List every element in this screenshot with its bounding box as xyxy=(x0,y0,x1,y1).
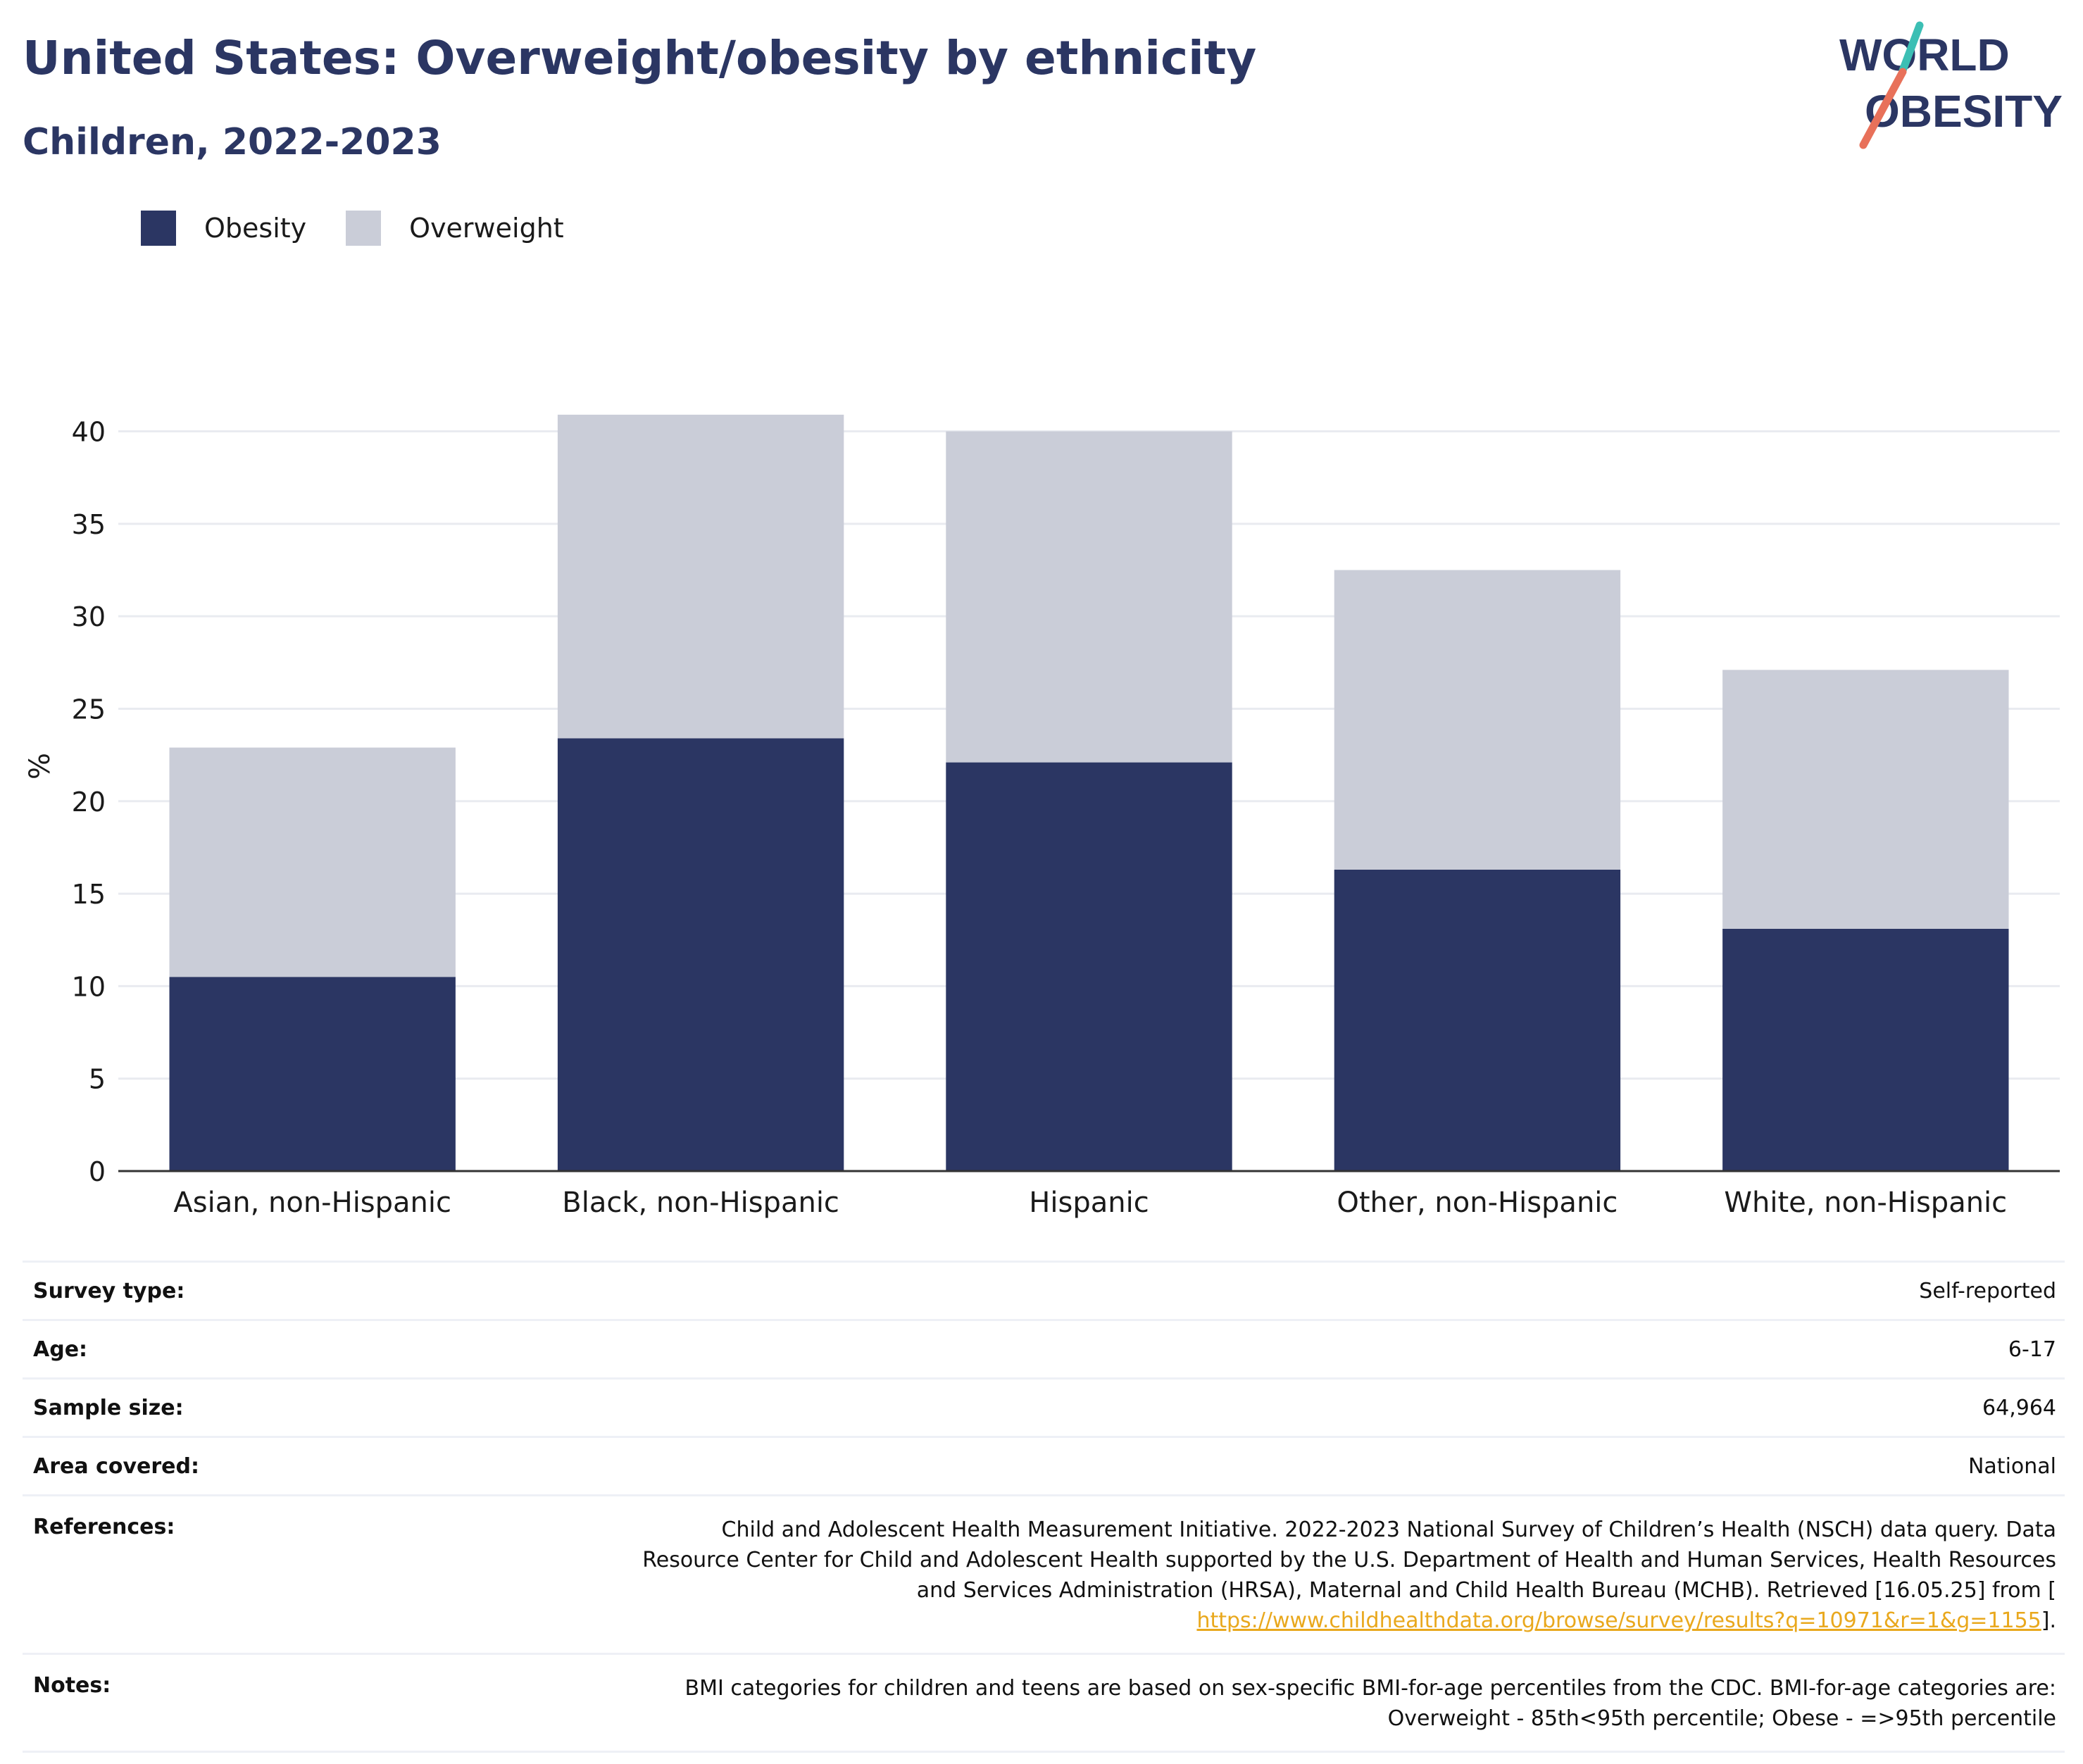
references-line-3: and Services Administration (HRSA), Mate… xyxy=(916,1578,2056,1603)
x-tick-label-1: Black, non-Hispanic xyxy=(562,1187,839,1219)
bar-obesity-4[interactable] xyxy=(1722,928,2009,1171)
bars xyxy=(169,414,2009,1171)
x-tick-label-0: Asian, non-Hispanic xyxy=(173,1187,451,1219)
y-tick-label-35: 35 xyxy=(72,509,106,540)
chart-title: United States: Overweight/obesity by eth… xyxy=(23,31,1257,85)
info-row-notes: Notes: BMI categories for children and t… xyxy=(23,1655,2065,1753)
notes-label: Notes: xyxy=(33,1673,111,1698)
y-tick-label-30: 30 xyxy=(72,601,106,632)
legend-label-overweight: Overweight xyxy=(409,213,564,244)
area-covered-label: Area covered: xyxy=(33,1454,199,1479)
y-tick-label-10: 10 xyxy=(72,971,106,1002)
sample-size-label: Sample size: xyxy=(33,1396,184,1420)
y-tick-label-0: 0 xyxy=(89,1156,106,1187)
legend-item-obesity[interactable]: Obesity xyxy=(141,211,306,246)
sample-size-value: 64,964 xyxy=(1982,1396,2056,1420)
x-tick-label-2: Hispanic xyxy=(1029,1187,1149,1219)
references-label: References: xyxy=(33,1515,175,1539)
references-link[interactable]: https://www.childhealthdata.org/browse/s… xyxy=(1196,1608,2041,1633)
logo-slash-bottom xyxy=(1859,68,1907,149)
bar-obesity-0[interactable] xyxy=(169,977,456,1171)
info-row-area-covered: Area covered: National xyxy=(23,1438,2065,1496)
bar-obesity-2[interactable] xyxy=(946,762,1232,1171)
legend-swatch-obesity xyxy=(141,211,176,246)
chart-subtitle: Children, 2022-2023 xyxy=(23,121,442,163)
logo-text-world: WORLD xyxy=(1839,30,2010,80)
y-tick-label-25: 25 xyxy=(72,694,106,725)
info-row-sample-size: Sample size: 64,964 xyxy=(23,1380,2065,1438)
references-link-suffix: ]. xyxy=(2041,1608,2056,1633)
x-tick-label-4: White, non-Hispanic xyxy=(1724,1187,2007,1219)
age-value: 6-17 xyxy=(2008,1337,2056,1362)
stacked-bar-chart: 0 5 10 15 20 25 30 35 40 Asian, non-Hispanic Black… xyxy=(24,414,2060,1219)
notes-line-1: BMI categories for children and teens ar… xyxy=(684,1676,2056,1701)
bar-obesity-1[interactable] xyxy=(557,738,844,1171)
chart-legend: Obesity Overweight xyxy=(141,210,603,246)
survey-type-value: Self-reported xyxy=(1919,1279,2056,1303)
bar-overweight-0[interactable] xyxy=(169,747,456,977)
references-value: Child and Adolescent Health Measurement … xyxy=(642,1515,2056,1636)
x-tick-label-3: Other, non-Hispanic xyxy=(1337,1187,1618,1219)
notes-value: BMI categories for children and teens ar… xyxy=(685,1673,2056,1734)
bar-overweight-2[interactable] xyxy=(946,431,1232,763)
y-tick-label-15: 15 xyxy=(72,879,106,910)
info-row-age: Age: 6-17 xyxy=(23,1321,2065,1380)
area-covered-value: National xyxy=(1968,1454,2056,1479)
age-label: Age: xyxy=(33,1337,88,1362)
references-line-4: https://www.childhealthdata.org/browse/s… xyxy=(642,1606,2056,1636)
survey-info-table: Survey type: Self-reported Age: 6-17 Sam… xyxy=(23,1261,2065,1753)
world-obesity-logo[interactable]: WORLD OBESITY xyxy=(1831,21,2070,155)
notes-line-2: Overweight - 85th<95th percentile; Obese… xyxy=(1387,1706,2056,1731)
bar-overweight-3[interactable] xyxy=(1334,570,1621,870)
legend-label-obesity: Obesity xyxy=(204,213,307,244)
y-tick-label-40: 40 xyxy=(72,417,106,448)
logo-slash-top xyxy=(1899,21,1924,75)
y-tick-label-5: 5 xyxy=(89,1064,106,1095)
references-line-2: Resource Center for Child and Adolescent… xyxy=(642,1548,2056,1572)
references-line-1: Child and Adolescent Health Measurement … xyxy=(721,1518,2056,1542)
axes: 0 5 10 15 20 25 30 35 40 Asian, non-Hispanic Black… xyxy=(72,417,2060,1219)
legend-item-overweight[interactable]: Overweight xyxy=(346,211,564,246)
info-row-survey-type: Survey type: Self-reported xyxy=(23,1263,2065,1321)
y-tick-label-20: 20 xyxy=(72,787,106,818)
bar-overweight-1[interactable] xyxy=(557,414,844,739)
y-axis-label: % xyxy=(24,753,56,780)
bar-obesity-3[interactable] xyxy=(1334,869,1621,1171)
logo-text-obesity: OBESITY xyxy=(1865,86,2063,137)
bar-overweight-4[interactable] xyxy=(1722,670,2009,929)
survey-type-label: Survey type: xyxy=(33,1279,185,1303)
legend-swatch-overweight xyxy=(346,211,382,246)
info-row-references: References: Child and Adolescent Health … xyxy=(23,1496,2065,1655)
